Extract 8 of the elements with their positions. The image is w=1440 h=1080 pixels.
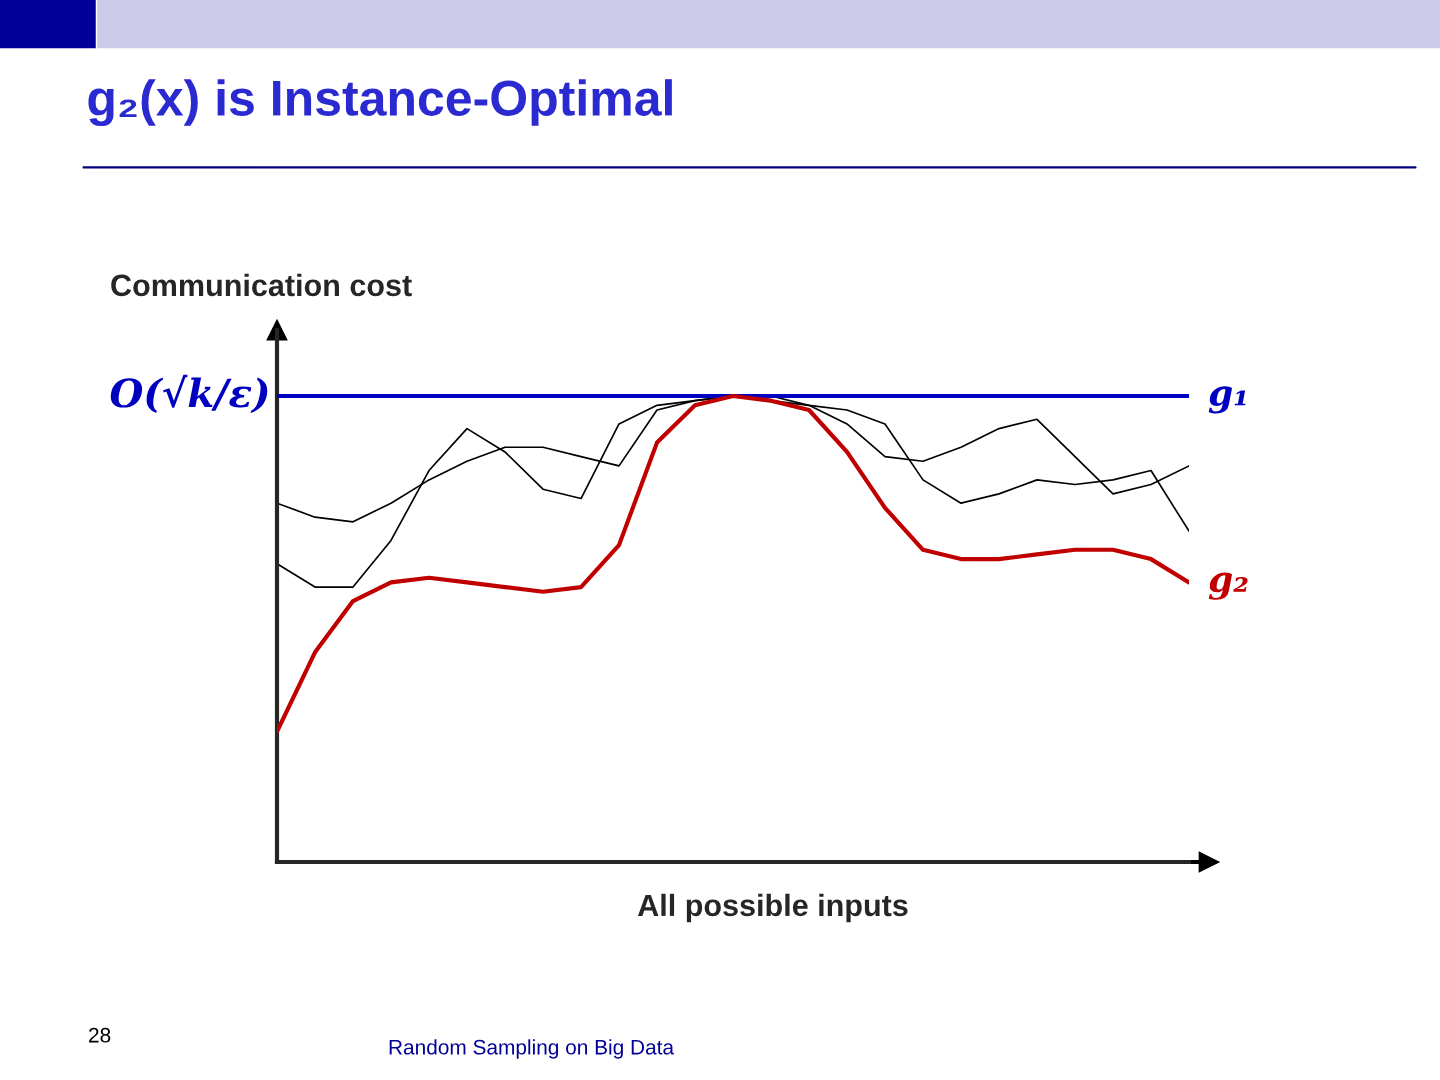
series-label: g₁ xyxy=(1208,386,1246,414)
text: Random Sampling on Big Data xyxy=(389,1039,675,1059)
text: O(√k/ε) xyxy=(110,374,268,414)
y-axis-title: Communication cost xyxy=(111,273,412,297)
chart-title: g₂(x) is Instance-Optimal xyxy=(88,79,672,127)
text: 28 xyxy=(89,1027,111,1043)
x-axis-title: All possible inputs xyxy=(637,893,908,923)
series-label: g₂ xyxy=(1208,572,1248,600)
